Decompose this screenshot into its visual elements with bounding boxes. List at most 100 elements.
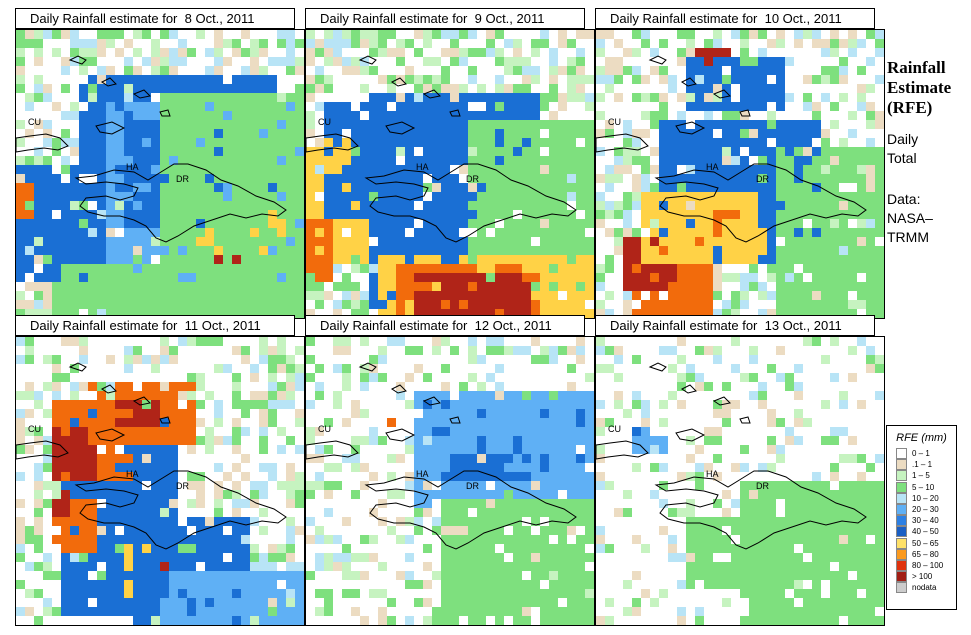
rainfall-cell: [16, 156, 25, 165]
rainfall-cell: [803, 490, 812, 499]
rainfall-cell: [187, 499, 196, 508]
rainfall-cell: [169, 427, 178, 436]
rainfall-cell: [513, 282, 522, 291]
rainfall-cell: [414, 526, 423, 535]
rainfall-cell: [423, 580, 432, 589]
rainfall-cell: [567, 147, 576, 156]
rainfall-cell: [268, 165, 277, 174]
rainfall-cell: [286, 526, 295, 535]
rainfall-cell: [785, 174, 794, 183]
rainfall-cell: [794, 273, 803, 282]
rainfall-cell: [803, 93, 812, 102]
rainfall-cell: [576, 165, 585, 174]
rainfall-cell: [250, 93, 259, 102]
rainfall-cell: [767, 409, 776, 418]
rainfall-cell: [34, 30, 43, 39]
rainfall-cell: [504, 84, 513, 93]
rainfall-cell: [360, 337, 369, 346]
rainfall-cell: [106, 445, 115, 454]
rainfall-cell: [286, 93, 295, 102]
rainfall-cell: [567, 309, 576, 318]
rainfall-cell: [540, 616, 549, 625]
rainfall-cell: [441, 598, 450, 607]
rainfall-cell: [731, 400, 740, 409]
rainfall-cell: [641, 93, 650, 102]
rainfall-cell: [241, 598, 250, 607]
rainfall-cell: [567, 246, 576, 255]
rainfall-cell: [315, 535, 324, 544]
rainfall-cell: [88, 463, 97, 472]
rainfall-cell: [459, 427, 468, 436]
rainfall-cell: [567, 300, 576, 309]
rainfall-cell: [713, 535, 722, 544]
rainfall-cell: [169, 93, 178, 102]
rainfall-cell: [477, 517, 486, 526]
legend-swatch: [896, 470, 907, 482]
rainfall-cell: [405, 273, 414, 282]
rainfall-cell: [740, 75, 749, 84]
rainfall-cell: [821, 544, 830, 553]
rainfall-cell: [369, 219, 378, 228]
rainfall-cell: [196, 237, 205, 246]
rainfall-cell: [495, 598, 504, 607]
rainfall-cell: [405, 201, 414, 210]
rainfall-cell: [88, 535, 97, 544]
rainfall-cell: [722, 174, 731, 183]
rainfall-cell: [477, 201, 486, 210]
rainfall-cell: [160, 391, 169, 400]
rainfall-cell: [160, 192, 169, 201]
rainfall-cell: [178, 553, 187, 562]
rainfall-cell: [432, 400, 441, 409]
rainfall-cell: [441, 273, 450, 282]
rainfall-cell: [585, 219, 594, 228]
rainfall-cell: [160, 382, 169, 391]
rainfall-cell: [214, 192, 223, 201]
rainfall-cell: [16, 535, 25, 544]
rainfall-cell: [522, 607, 531, 616]
rainfall-cell: [214, 57, 223, 66]
rainfall-cell: [540, 562, 549, 571]
rainfall-cell: [785, 129, 794, 138]
rainfall-cell: [722, 508, 731, 517]
rainfall-cell: [241, 75, 250, 84]
rainfall-cell: [432, 607, 441, 616]
rainfall-cell: [432, 219, 441, 228]
rainfall-cell: [178, 535, 187, 544]
rainfall-cell: [133, 499, 142, 508]
rainfall-cell: [169, 192, 178, 201]
rainfall-cell: [785, 192, 794, 201]
rainfall-cell: [623, 165, 632, 174]
rainfall-cell: [178, 57, 187, 66]
rainfall-cell: [866, 219, 875, 228]
rainfall-cell: [52, 418, 61, 427]
rainfall-cell: [596, 111, 605, 120]
rainfall-cell: [740, 463, 749, 472]
rainfall-cell: [396, 120, 405, 129]
rainfall-cell: [558, 264, 567, 273]
rainfall-cell: [585, 147, 594, 156]
rainfall-cell: [414, 84, 423, 93]
rainfall-cell: [369, 156, 378, 165]
rainfall-cell: [513, 544, 522, 553]
rainfall-cell: [25, 445, 34, 454]
rainfall-cell: [178, 48, 187, 57]
rainfall-cell: [576, 409, 585, 418]
rainfall-cell: [704, 237, 713, 246]
rainfall-cell: [169, 48, 178, 57]
rainfall-cell: [250, 183, 259, 192]
rainfall-cell: [686, 273, 695, 282]
rainfall-cell: [549, 499, 558, 508]
legend-item: nodata: [887, 582, 956, 594]
rainfall-cell: [432, 192, 441, 201]
rainfall-cell: [713, 454, 722, 463]
rainfall-cell: [668, 300, 677, 309]
rainfall-cell: [277, 607, 286, 616]
rainfall-cell: [241, 535, 250, 544]
rainfall-cell: [43, 273, 52, 282]
rainfall-cell: [423, 228, 432, 237]
rainfall-cell: [540, 156, 549, 165]
rainfall-cell: [695, 48, 704, 57]
rainfall-cell: [241, 228, 250, 237]
rainfall-cell: [857, 291, 866, 300]
rainfall-cell: [178, 174, 187, 183]
